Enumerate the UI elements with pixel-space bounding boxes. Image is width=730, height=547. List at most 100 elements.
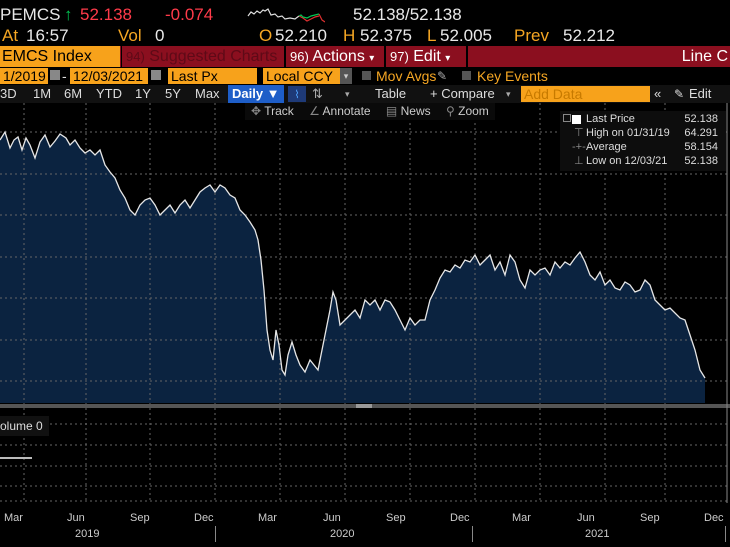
collapse-legend-icon[interactable] [563, 114, 571, 122]
controls-row: 1/2019 - 12/03/2021 Last Px Local CCY ▾ … [0, 67, 730, 85]
legend-label: Low on 12/03/21 [586, 155, 668, 167]
start-date-field[interactable]: 1/2019 [0, 68, 48, 84]
legend-row-high[interactable]: ⊤ High on 01/31/19 64.291 [572, 127, 722, 140]
legend-row-average[interactable]: -+- Average 58.154 [572, 141, 722, 154]
period-1m[interactable]: 1M [33, 86, 52, 101]
open-label: O [259, 26, 273, 45]
edit-chart-icon[interactable]: ✎ [674, 87, 685, 101]
average-marker-icon: -+- [572, 141, 586, 153]
x-tick: Jun [67, 512, 85, 524]
high-value: 52.375 [360, 26, 412, 45]
key-events-label: Key Events [477, 68, 548, 84]
x-tick: Sep [386, 512, 406, 524]
key-events-checkbox[interactable] [462, 71, 471, 80]
x-tick: Mar [258, 512, 277, 524]
mov-avgs-checkbox[interactable] [362, 71, 371, 80]
dropdown-arrow-icon: ▾ [369, 53, 375, 64]
x-tick: Sep [640, 512, 660, 524]
year-divider [215, 526, 216, 542]
field-selector[interactable]: Last Px [168, 68, 257, 84]
period-5y[interactable]: 5Y [165, 86, 181, 101]
line-chart-icon[interactable]: ⌇ [288, 86, 306, 102]
legend-label: Last Price [586, 113, 635, 125]
suggested-label: Suggested Charts [149, 48, 278, 65]
up-arrow-icon: ↑ [64, 5, 73, 24]
track-button[interactable]: ✥ Track [245, 104, 300, 118]
low-value: 52.005 [440, 26, 492, 45]
x-tick: Dec [704, 512, 724, 524]
period-6m[interactable]: 6M [64, 86, 83, 101]
date-separator: - [62, 68, 67, 84]
prev-label: Prev [514, 26, 549, 45]
x-tick: Mar [512, 512, 531, 524]
calendar-icon[interactable] [50, 70, 60, 80]
annotate-label: Annotate [322, 104, 371, 118]
period-ytd[interactable]: YTD [96, 86, 122, 101]
x-axis: Mar Jun Sep Dec Mar Jun Sep Dec Mar Jun … [0, 508, 730, 547]
legend-value: 52.138 [684, 113, 718, 125]
zoom-label: Zoom [458, 104, 489, 118]
period-3d[interactable]: 3D [0, 86, 17, 101]
last-price: 52.138 [80, 5, 132, 24]
add-data-input[interactable]: Add Data [521, 86, 650, 102]
suggested-charts-button[interactable]: 94) Suggested Charts [121, 46, 286, 67]
volume-label: olume 0 [0, 416, 49, 436]
chart-tools: ✥ Track ∠ Annotate ▤ News ⚲ Zoom [245, 103, 495, 120]
x-tick: Dec [450, 512, 470, 524]
low-label: L [427, 26, 437, 45]
x-tick: Mar [4, 512, 23, 524]
period-row: 3D 1M 6M YTD 1Y 5Y Max Daily ▼ ⌇ ⇅ ▾ Tab… [0, 85, 730, 119]
x-year: 2020 [330, 528, 355, 540]
end-date-field[interactable]: 12/03/2021 [70, 68, 148, 84]
bid-ask: 52.138/52.138 [353, 5, 462, 24]
track-label: Track [264, 104, 294, 118]
legend-label: Average [586, 141, 627, 153]
bar-chart-icon[interactable]: ⇅ [312, 86, 323, 101]
legend-row-last-price[interactable]: Last Price 52.138 [572, 113, 722, 126]
table-button[interactable]: Table [375, 86, 407, 101]
actions-label: Actions [312, 48, 365, 65]
pen-icon: ∠ [309, 104, 320, 118]
net-change: -0.074 [165, 5, 214, 24]
zoom-button[interactable]: ⚲ Zoom [440, 104, 495, 118]
sparkline-icon [247, 8, 325, 23]
x-tick: Jun [577, 512, 595, 524]
frequency-dropdown[interactable]: Daily ▼ [228, 85, 284, 103]
x-year: 2021 [585, 528, 610, 540]
chart-legend: Last Price 52.138 ⊤ High on 01/31/19 64.… [560, 111, 726, 171]
compare-button[interactable]: + Compare [430, 86, 495, 101]
function-toolbar: EMCS Index 94) Suggested Charts 96) Acti… [0, 46, 730, 67]
pencil-icon[interactable]: ✎ [437, 69, 448, 83]
color-swatch-icon [572, 115, 581, 124]
compare-dropdown-icon[interactable]: ▾ [506, 89, 511, 99]
legend-row-low[interactable]: ⊥ Low on 12/03/21 52.138 [572, 155, 722, 168]
edit-label: Edit [413, 48, 441, 65]
ticker: PEMCS [0, 5, 61, 24]
legend-value: 58.154 [684, 141, 718, 153]
x-tick: Jun [323, 512, 341, 524]
mov-avgs-label: Mov Avgs [376, 68, 437, 84]
news-button[interactable]: ▤ News [380, 104, 437, 118]
open-value: 52.210 [275, 26, 327, 45]
time: 16:57 [26, 26, 69, 45]
x-year: 2019 [75, 528, 100, 540]
dropdown-arrow-icon: ▾ [445, 53, 451, 64]
security-field[interactable]: EMCS Index [0, 46, 120, 67]
chart-type-dropdown-icon[interactable]: ▾ [345, 89, 350, 99]
crosshair-icon: ✥ [251, 104, 262, 118]
currency-dropdown-icon[interactable]: ▾ [340, 68, 352, 84]
low-marker-icon: ⊥ [574, 155, 584, 167]
actions-num: 96) [290, 49, 309, 64]
year-divider [725, 526, 726, 542]
currency-selector[interactable]: Local CCY [263, 68, 340, 84]
annotate-button[interactable]: ∠ Annotate [303, 104, 376, 118]
actions-menu[interactable]: 96) Actions ▾ [284, 46, 388, 67]
calendar-icon[interactable] [151, 70, 161, 80]
chart-type-title: Line C [681, 48, 728, 65]
edit-menu[interactable]: 97) Edit ▾ [384, 46, 468, 67]
period-1y[interactable]: 1Y [135, 86, 151, 101]
news-icon: ▤ [385, 104, 398, 118]
collapse-button[interactable]: « [654, 86, 662, 101]
period-max[interactable]: Max [195, 86, 220, 101]
legend-value: 52.138 [684, 155, 718, 167]
